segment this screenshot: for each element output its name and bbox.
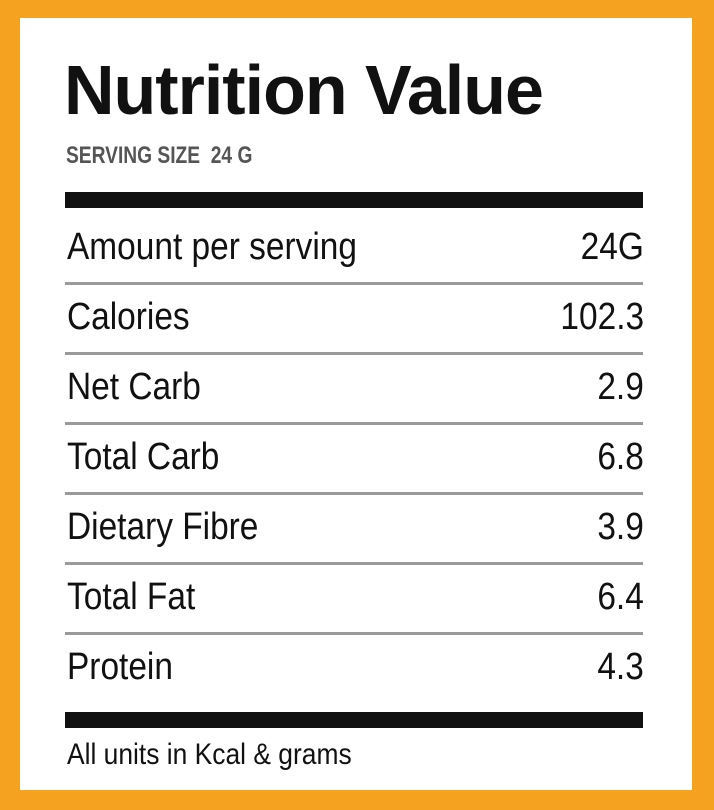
row-rule: [65, 632, 643, 635]
divider-bar: [65, 712, 643, 728]
serving-size: SERVING SIZE 24 G: [66, 142, 253, 169]
row-label: Net Carb: [67, 366, 201, 408]
row-value: 6.8: [597, 436, 644, 478]
row-label: Total Fat: [67, 576, 196, 618]
row-value: 6.4: [597, 576, 644, 618]
divider-bar: [65, 192, 643, 208]
row-rule: [65, 422, 643, 425]
row-value: 3.9: [597, 506, 644, 548]
row-value: 4.3: [597, 646, 644, 688]
row-value: 2.9: [597, 366, 644, 408]
title: Nutrition Value: [64, 51, 544, 129]
row-label: Calories: [67, 296, 190, 338]
nutrition-card: Nutrition Value SERVING SIZE 24 G Amount…: [20, 18, 692, 790]
row-value: 24G: [580, 226, 644, 268]
row-label: Dietary Fibre: [67, 506, 259, 548]
row-rule: [65, 282, 643, 285]
footer-note: All units in Kcal & grams: [67, 738, 352, 771]
row-rule: [65, 492, 643, 495]
row-value: 102.3: [560, 296, 644, 338]
row-label: Protein: [67, 646, 173, 688]
row-label: Total Carb: [67, 436, 220, 478]
row-rule: [65, 562, 643, 565]
row-label: Amount per serving: [67, 226, 357, 268]
row-rule: [65, 352, 643, 355]
